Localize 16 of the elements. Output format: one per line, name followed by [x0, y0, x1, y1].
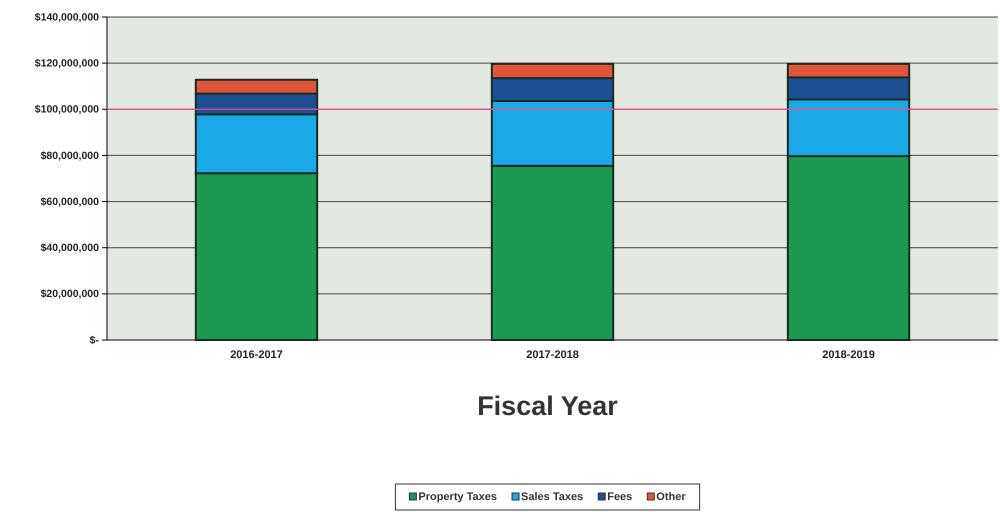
- y-tick-label: $120,000,000: [34, 58, 100, 70]
- y-tick-label: $140,000,000: [34, 11, 100, 24]
- legend-label: Sales Taxes: [521, 491, 584, 503]
- y-tick-label: $100,000,000: [34, 104, 100, 116]
- x-axis-title: Fiscal Year: [477, 391, 618, 421]
- y-tick-label: $20,000,000: [40, 288, 100, 300]
- legend-label: Property Taxes: [418, 491, 498, 503]
- x-tick-label: 2016-2017: [230, 348, 283, 361]
- legend-label: Fees: [607, 491, 632, 503]
- y-tick-label: $60,000,000: [40, 196, 100, 208]
- x-tick-label: 2017-2018: [526, 348, 579, 361]
- x-tick-label: 2018-2019: [822, 348, 875, 361]
- y-tick-label: $40,000,000: [40, 242, 100, 254]
- y-tick-label: $80,000,000: [40, 150, 100, 162]
- y-tick-label: $-: [90, 334, 100, 346]
- legend-label: Other: [656, 491, 686, 503]
